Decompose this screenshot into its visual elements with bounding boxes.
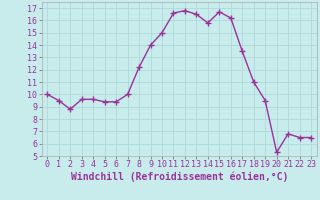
X-axis label: Windchill (Refroidissement éolien,°C): Windchill (Refroidissement éolien,°C): [70, 172, 288, 182]
